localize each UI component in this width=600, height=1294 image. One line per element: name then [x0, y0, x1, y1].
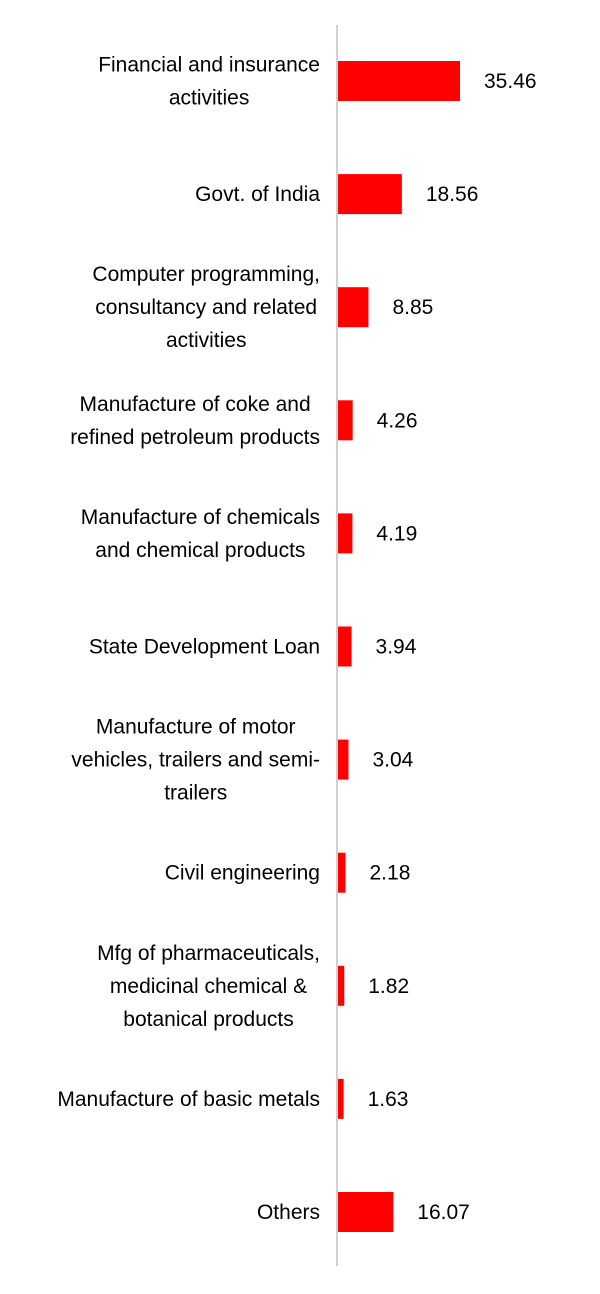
category-label-line: Civil engineering [165, 862, 320, 885]
bar [338, 287, 369, 328]
category-label: Mfg of pharmaceuticals, medicinal chemica… [97, 942, 320, 1031]
data-label: 1.82 [368, 975, 409, 998]
category-label-line: refined petroleum products [70, 426, 320, 449]
data-label: 4.19 [376, 522, 417, 545]
category-label-line: medicinal chemical & [110, 975, 307, 998]
category-label-line: Others [257, 1201, 320, 1224]
data-label: 1.63 [368, 1088, 409, 1111]
category-label-line: Mfg of pharmaceuticals, [97, 942, 320, 965]
category-label: Manufacture of chemicals and chemical pro… [81, 506, 320, 562]
category-label: Financial and insurance activities [98, 54, 320, 110]
category-label: Computer programming, consultancy and rel… [92, 263, 320, 352]
data-label: 16.07 [417, 1201, 470, 1224]
bar [338, 965, 345, 1006]
bar [338, 513, 353, 554]
bar [338, 61, 460, 101]
category-label: Manufacture of basic metals [57, 1088, 320, 1111]
category-label-line: Computer programming, [92, 263, 320, 286]
category-label: Others [257, 1201, 320, 1224]
category-label: Govt. of India [195, 183, 320, 206]
data-label: 3.04 [372, 749, 413, 772]
category-label-line: Manufacture of motor [96, 716, 296, 739]
category-label: Manufacture of motor vehicles, trailers a… [71, 716, 320, 805]
category-label-line: trailers [164, 782, 227, 805]
category-label-line: activities [169, 87, 250, 110]
category-label-line: Manufacture of coke and [80, 393, 311, 416]
category-label-line: Govt. of India [195, 183, 320, 206]
data-label: 8.85 [392, 296, 433, 319]
category-label-line: and chemical products [95, 539, 305, 562]
data-label: 35.46 [484, 70, 537, 93]
category-label-line: vehicles, trailers and semi- [71, 749, 320, 772]
category-label-line: Manufacture of basic metals [57, 1088, 320, 1111]
bar [338, 1192, 394, 1232]
bar [338, 852, 346, 893]
category-label-line: Manufacture of chemicals [81, 506, 320, 529]
bar [338, 400, 353, 441]
category-label-line: activities [166, 329, 247, 352]
category-label-line: consultancy and related [95, 296, 317, 319]
data-label: 2.18 [370, 862, 411, 885]
category-label: Manufacture of coke and refined petroleum… [70, 393, 320, 449]
bar [338, 739, 349, 780]
data-label: 18.56 [426, 183, 479, 206]
category-label: State Development Loan [89, 636, 320, 659]
bar [338, 626, 352, 667]
data-label: 4.26 [377, 409, 418, 432]
category-label-line: botanical products [123, 1008, 293, 1031]
bar [338, 1078, 344, 1119]
category-label: Civil engineering [165, 862, 320, 885]
category-label-line: Financial and insurance [98, 54, 320, 77]
data-label: 3.94 [376, 636, 417, 659]
category-label-line: State Development Loan [89, 636, 320, 659]
bar [338, 174, 402, 215]
